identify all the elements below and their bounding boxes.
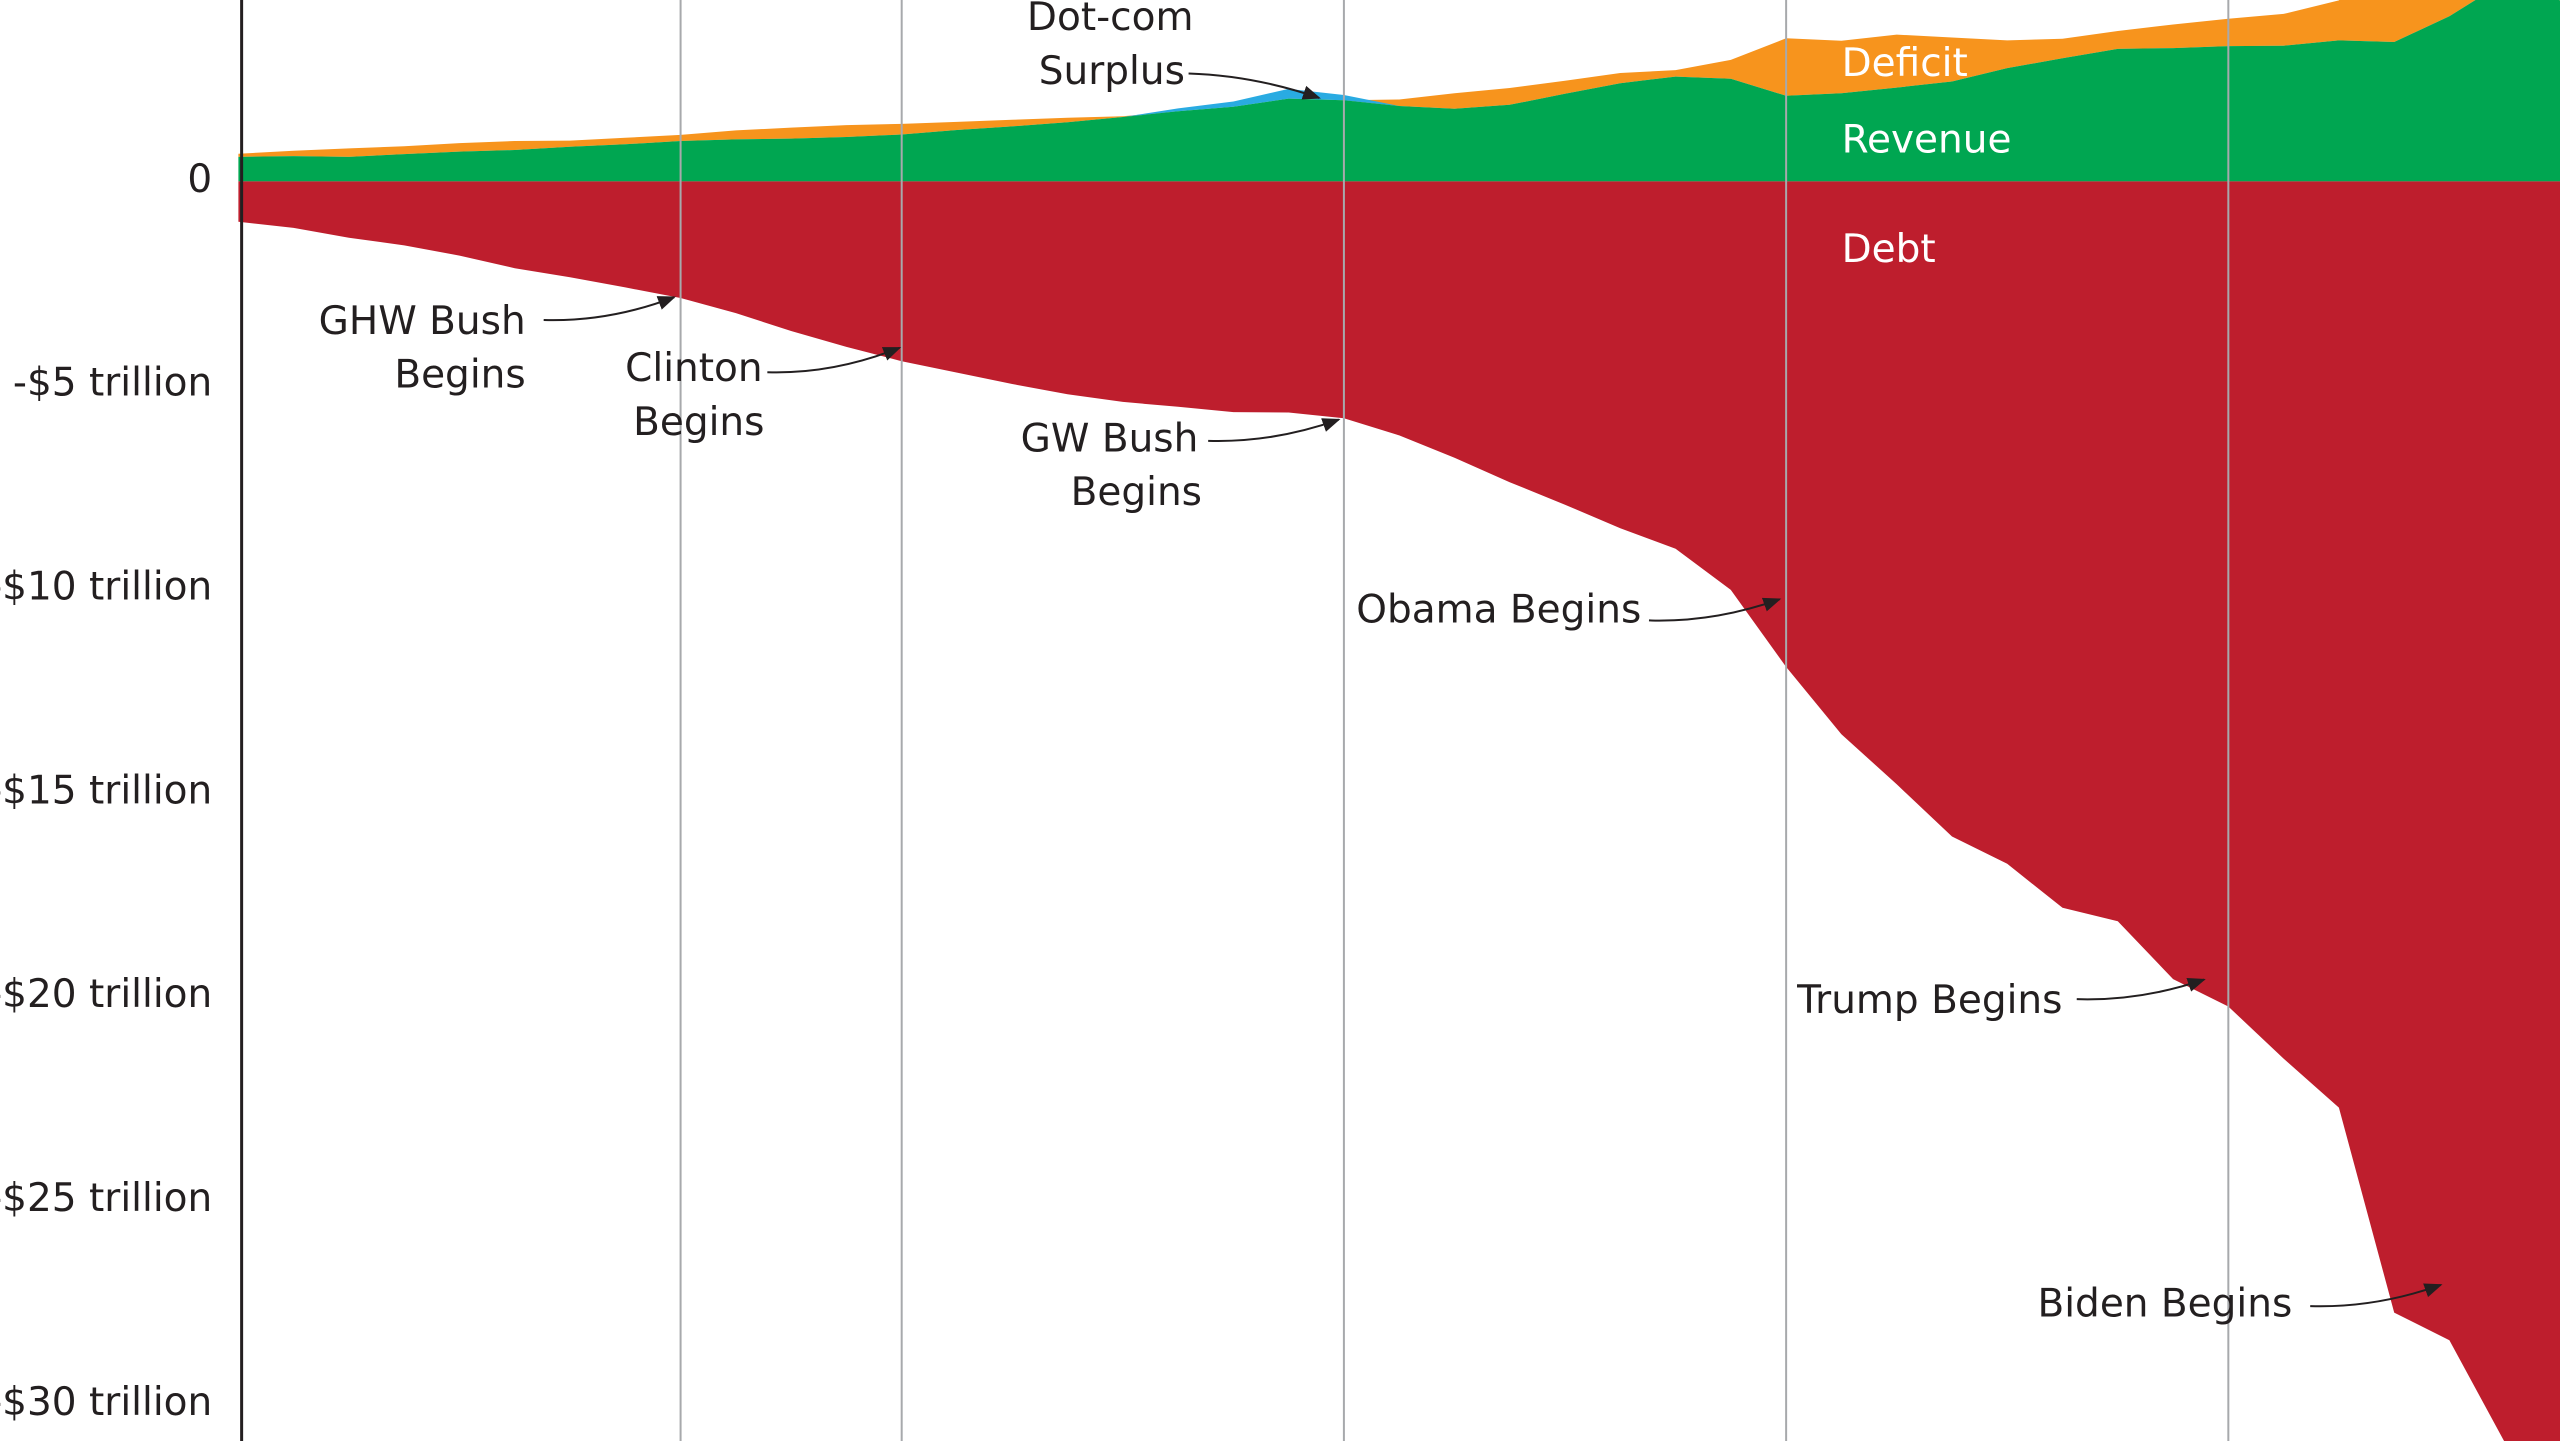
annotation: Dot-com: [1027, 0, 1194, 40]
y-tick-label: -$10 trillion: [0, 565, 212, 610]
area: [238, 181, 2560, 1441]
annotation: Trump Begins: [1796, 978, 2062, 1023]
y-tick-label: -$30 trillion: [0, 1380, 212, 1425]
annotation-arrow: [1208, 418, 1341, 442]
series-label: Deficit: [1842, 41, 1968, 86]
y-tick-label: 0: [187, 157, 212, 202]
annotation-arrow: [2310, 1283, 2443, 1308]
annotation-arrow: [767, 346, 902, 374]
annotation: Clinton: [625, 346, 763, 391]
area: [238, 0, 2560, 157]
annotation-arrow: [543, 296, 676, 322]
annotation: Surplus: [1039, 49, 1185, 94]
annotation: Biden Begins: [2037, 1282, 2292, 1327]
annotation: Obama Begins: [1356, 588, 1641, 633]
y-tick-label: -$15 trillion: [0, 768, 212, 813]
overlay: 0 -$5 trillion -$10 trillion -$15 trillion -…: [0, 0, 2443, 1441]
area: [238, 0, 2560, 182]
areas: [238, 0, 2560, 1441]
annotation: Begins: [1071, 470, 1202, 515]
series-label: Revenue: [1842, 118, 2012, 163]
annotation: Begins: [633, 400, 764, 445]
series-label: Debt: [1842, 227, 1936, 272]
annotation: Begins: [394, 353, 525, 398]
y-tick-label: -$20 trillion: [0, 972, 212, 1017]
annotation-arrow: [1188, 72, 1321, 100]
annotation-arrow: [1648, 597, 1782, 622]
annotation: GW Bush: [1021, 416, 1199, 461]
annotation-arrow: [2076, 977, 2206, 1001]
y-tick-label: -$25 trillion: [0, 1176, 212, 1221]
annotation: GHW Bush: [319, 299, 526, 344]
y-tick-label: -$5 trillion: [13, 361, 212, 406]
